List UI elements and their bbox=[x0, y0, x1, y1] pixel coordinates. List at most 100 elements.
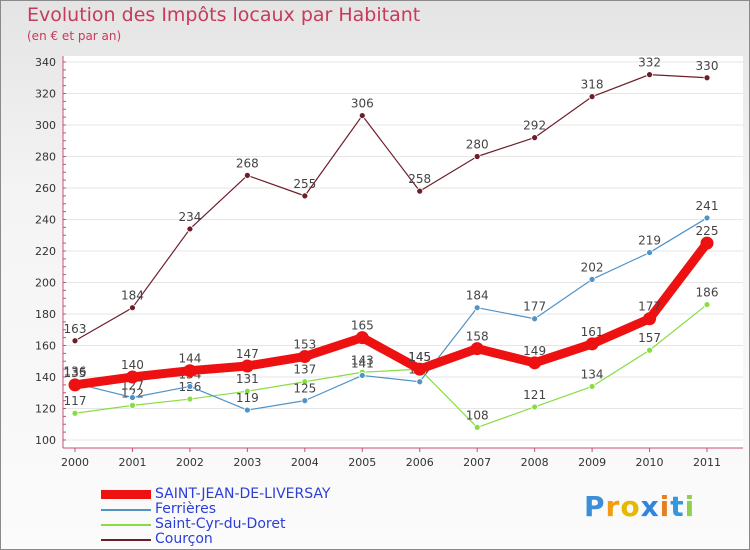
x-tick-label: 2005 bbox=[348, 456, 376, 469]
data-point bbox=[358, 372, 366, 379]
data-point bbox=[129, 401, 136, 409]
data-point bbox=[243, 406, 251, 414]
data-point bbox=[243, 387, 251, 395]
y-tick-label: 120 bbox=[35, 403, 56, 416]
series-saint-jean-de-liversay: 135 140 144 147 153 165 145 158 149 161 177 225 bbox=[64, 224, 719, 392]
data-label: 108 bbox=[466, 408, 489, 422]
data-point bbox=[298, 350, 312, 364]
data-label: 268 bbox=[236, 156, 259, 170]
data-label: 158 bbox=[466, 330, 489, 344]
series-line bbox=[74, 217, 708, 411]
x-tick-label: 2000 bbox=[61, 456, 89, 469]
x-tick-label: 2010 bbox=[636, 456, 664, 469]
data-label: 330 bbox=[696, 59, 719, 73]
data-point bbox=[588, 275, 596, 283]
data-point bbox=[68, 378, 82, 392]
data-label: 186 bbox=[696, 286, 719, 300]
y-tick-label: 240 bbox=[35, 214, 56, 227]
legend-label: Saint-Cyr-du-Doret bbox=[155, 516, 286, 532]
data-label: 202 bbox=[581, 260, 604, 274]
data-point bbox=[473, 153, 481, 160]
legend-swatch bbox=[101, 523, 151, 526]
y-tick-label: 260 bbox=[35, 182, 56, 195]
data-label: 144 bbox=[178, 352, 201, 366]
data-label: 184 bbox=[466, 289, 489, 303]
data-label: 121 bbox=[523, 388, 546, 402]
data-label: 147 bbox=[236, 347, 259, 361]
y-tick-label: 320 bbox=[35, 88, 56, 101]
data-label: 153 bbox=[293, 338, 316, 352]
chart-title: Evolution des Impôts locaux par Habitant bbox=[27, 4, 421, 26]
legend-swatch bbox=[101, 490, 151, 499]
data-label: 225 bbox=[696, 224, 719, 238]
data-label: 163 bbox=[64, 322, 87, 336]
data-point bbox=[413, 362, 427, 376]
data-point bbox=[186, 395, 194, 403]
data-label: 117 bbox=[64, 394, 87, 408]
y-tick-label: 140 bbox=[35, 371, 56, 384]
data-label: 161 bbox=[581, 325, 604, 339]
data-point bbox=[301, 192, 309, 200]
series-line bbox=[70, 238, 712, 390]
chart-subtitle: (en € et par an) bbox=[27, 29, 122, 43]
logo-letter: x bbox=[640, 490, 660, 523]
data-point bbox=[416, 378, 424, 386]
data-point bbox=[129, 394, 136, 401]
data-point bbox=[646, 346, 653, 354]
x-tick-label: 2002 bbox=[176, 456, 204, 469]
proxiti-logo: Proxiti bbox=[584, 490, 695, 523]
data-point bbox=[703, 214, 711, 222]
data-label: 306 bbox=[351, 97, 374, 111]
data-label: 177 bbox=[638, 300, 661, 314]
data-point bbox=[470, 342, 484, 356]
legend-swatch bbox=[101, 538, 151, 541]
data-point bbox=[531, 403, 539, 411]
logo-letter: t bbox=[670, 490, 685, 523]
data-point bbox=[646, 249, 653, 256]
data-label: 318 bbox=[581, 78, 604, 92]
data-point bbox=[588, 383, 596, 390]
data-point bbox=[531, 134, 539, 142]
legend-item: Courçon bbox=[101, 532, 330, 547]
data-label: 134 bbox=[581, 367, 604, 381]
series-cour-on: 163 184 234 268 255 306 258 280 292 318 332 330 bbox=[64, 56, 719, 345]
data-point bbox=[71, 409, 79, 417]
data-label: 219 bbox=[638, 234, 661, 248]
data-point bbox=[355, 331, 369, 345]
x-tick-label: 2006 bbox=[406, 456, 434, 469]
data-label: 157 bbox=[638, 331, 661, 345]
data-label: 131 bbox=[236, 372, 259, 386]
data-point bbox=[585, 337, 599, 351]
y-tick-label: 340 bbox=[35, 56, 56, 69]
data-point bbox=[186, 225, 194, 233]
data-label: 184 bbox=[121, 289, 144, 303]
data-label: 125 bbox=[293, 382, 316, 396]
data-point bbox=[358, 112, 366, 119]
data-label: 141 bbox=[351, 356, 374, 370]
data-label: 145 bbox=[408, 350, 431, 364]
data-point bbox=[588, 93, 596, 101]
series-line bbox=[74, 303, 708, 428]
data-label: 255 bbox=[293, 177, 316, 191]
y-tick-label: 220 bbox=[35, 245, 56, 258]
x-tick-label: 2004 bbox=[291, 456, 319, 469]
legend-item: Saint-Cyr-du-Doret bbox=[101, 517, 330, 532]
chart-legend: SAINT-JEAN-DE-LIVERSAY Ferrières Saint-Cyr… bbox=[101, 487, 330, 547]
data-label: 165 bbox=[351, 319, 374, 333]
data-label: 145 bbox=[408, 350, 431, 364]
data-point bbox=[703, 74, 711, 82]
y-tick-label: 200 bbox=[35, 277, 56, 290]
y-tick-label: 100 bbox=[35, 434, 56, 447]
data-point bbox=[643, 312, 657, 326]
series-line bbox=[74, 73, 708, 342]
data-point bbox=[301, 378, 309, 386]
data-point bbox=[240, 359, 254, 373]
y-tick-label: 300 bbox=[35, 119, 56, 132]
data-point bbox=[243, 171, 251, 179]
legend-label: Ferrières bbox=[155, 501, 217, 517]
data-label: 143 bbox=[351, 353, 374, 367]
data-label: 332 bbox=[638, 56, 661, 70]
x-tick-label: 2001 bbox=[118, 456, 146, 469]
data-point bbox=[646, 71, 653, 78]
